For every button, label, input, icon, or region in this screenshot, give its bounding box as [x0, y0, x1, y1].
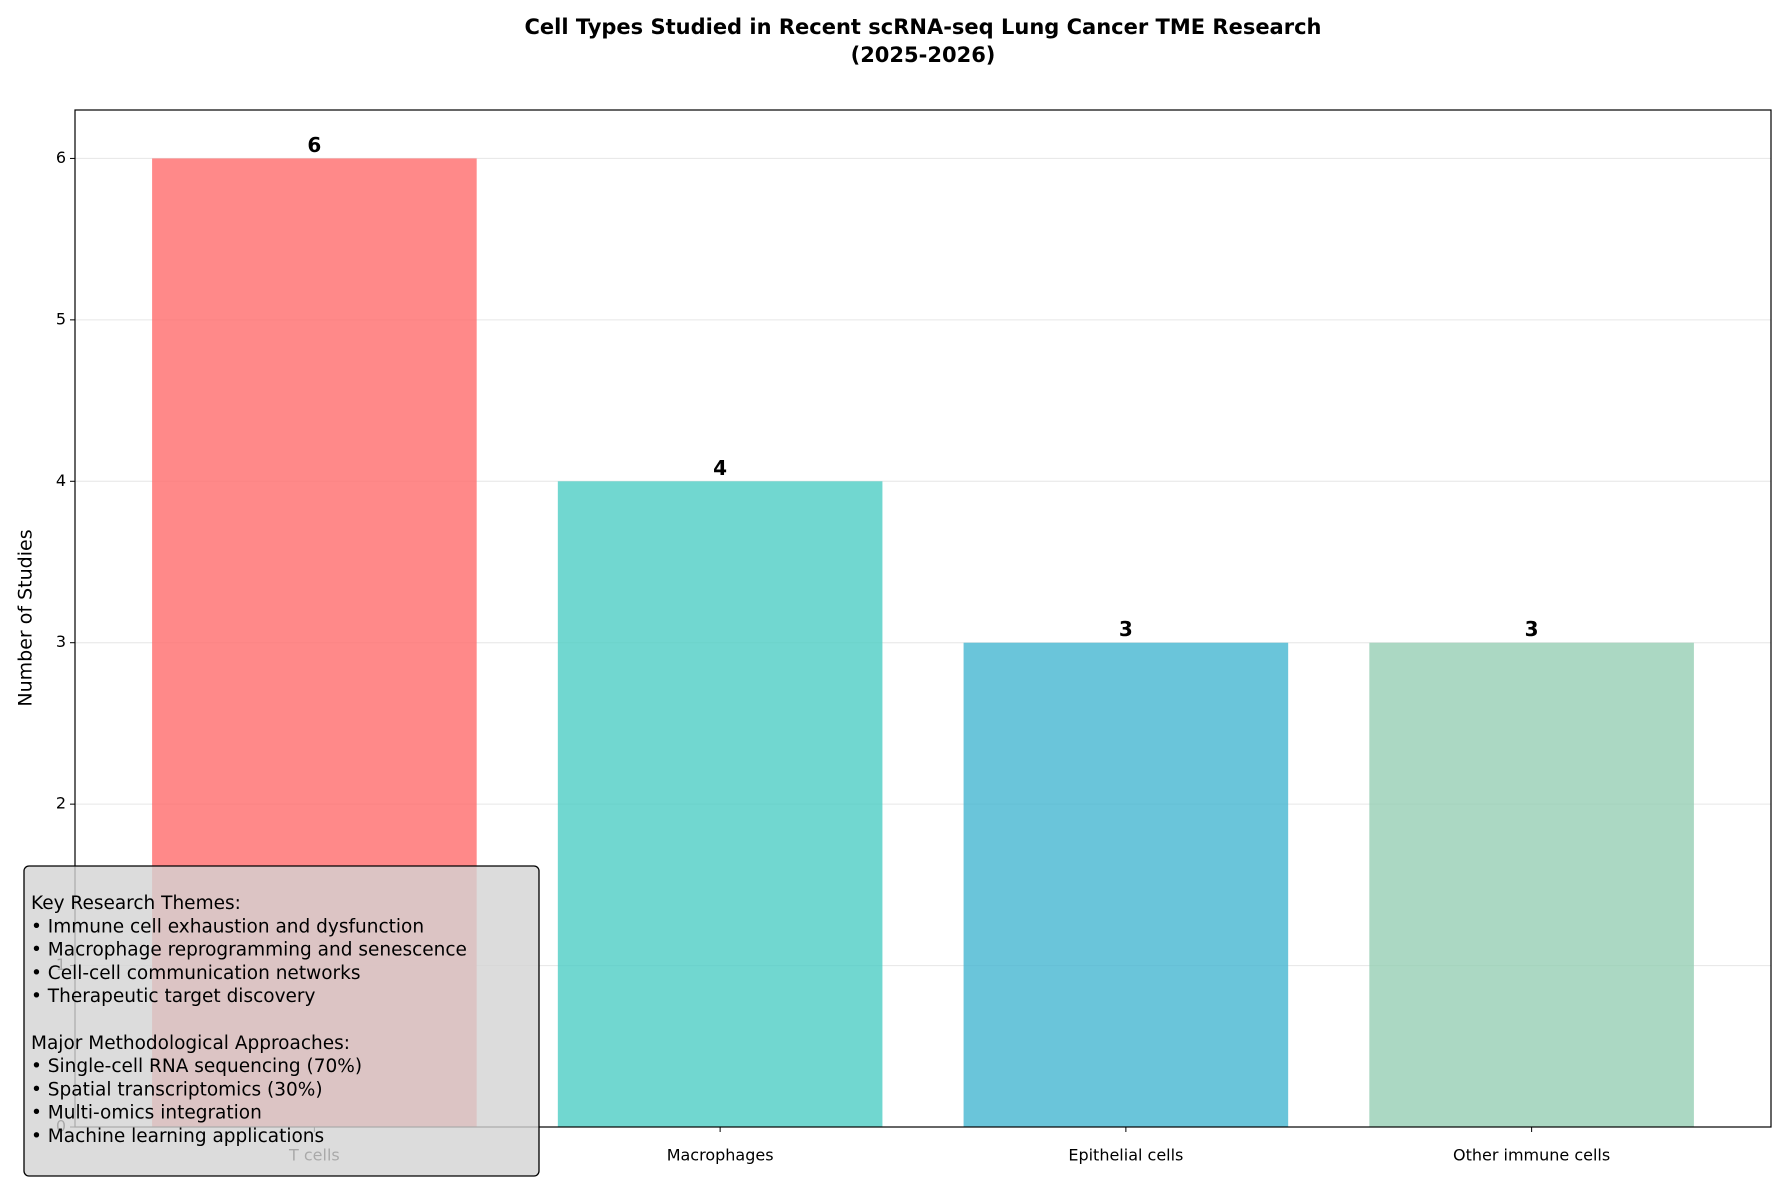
value-label: 4	[713, 456, 727, 480]
annotation-line: • Single-cell RNA sequencing (70%)	[31, 1056, 362, 1077]
x-tick-label: Other immune cells	[1453, 1146, 1610, 1165]
bar	[557, 481, 883, 1127]
chart-title: Cell Types Studied in Recent scRNA-seq L…	[525, 15, 1322, 39]
y-tick-label: 4	[56, 471, 66, 490]
value-label: 3	[1119, 617, 1133, 641]
annotation-line: • Machine learning applications	[31, 1126, 324, 1147]
annotation-background	[23, 865, 540, 1177]
bar	[1369, 642, 1694, 1127]
annotation-line: • Multi-omics integration	[31, 1103, 262, 1124]
annotation-line: • Immune cell exhaustion and dysfunction	[31, 916, 424, 937]
y-tick-label: 5	[56, 309, 66, 328]
plot-frame	[74, 109, 1772, 1128]
annotation-line: Major Methodological Approaches:	[31, 1033, 350, 1054]
x-tick-label: Macrophages	[667, 1146, 774, 1165]
chart-title: (2025-2026)	[851, 43, 996, 67]
annotation-line: • Macrophage reprogramming and senescenc…	[31, 940, 467, 961]
value-label: 3	[1525, 617, 1539, 641]
y-tick-label: 3	[56, 632, 66, 651]
y-tick-label: 6	[56, 148, 66, 167]
annotation-box: Key Research Themes:• Immune cell exhaus…	[23, 865, 540, 1177]
annotation-line: • Spatial transcriptomics (30%)	[31, 1079, 323, 1100]
value-label: 6	[307, 133, 321, 157]
x-tick-label: Epithelial cells	[1068, 1146, 1183, 1165]
y-tick-label: 2	[56, 794, 66, 813]
y-axis-label: Number of Studies	[15, 529, 37, 706]
annotation-line: • Therapeutic target discovery	[31, 986, 316, 1007]
annotation-line: Key Research Themes:	[31, 893, 241, 914]
annotation-line: • Cell-cell communication networks	[31, 963, 360, 984]
bar	[963, 642, 1289, 1127]
